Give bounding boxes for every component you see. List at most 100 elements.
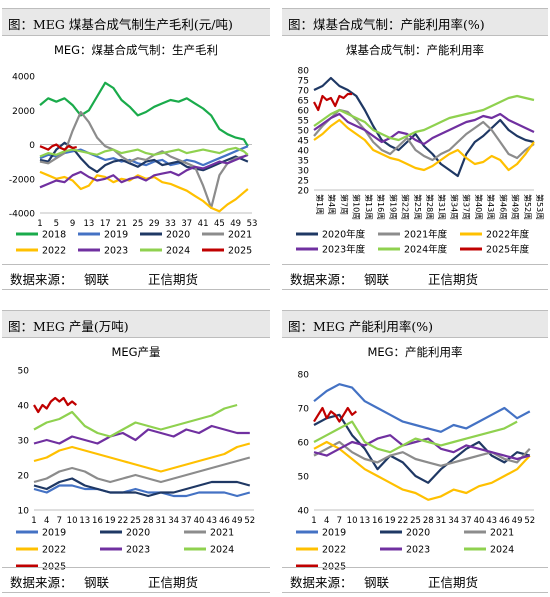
y-tick-label: 65 [298, 97, 309, 107]
y-tick-label: 70 [298, 405, 310, 415]
y-tick-label: -2000 [9, 175, 35, 185]
x-tick-label: 第37周 [462, 194, 472, 220]
series-line [39, 141, 249, 173]
meg-capacity-chart: MEG：产能利用率 40 50 60 70 80 1 4 7 10 13 16 19 22 25 28 31 34… [296, 345, 535, 573]
x-tick-label: 13 [359, 516, 370, 526]
x-tick-label: 49 [512, 516, 523, 526]
meg-capacity-panel: 图：MEG 产能利用率(%) MEG：产能利用率 40 50 60 70 80 1 4 7 10 1… [282, 310, 548, 593]
y-tick-label: 80 [298, 371, 310, 381]
y-tick-label: 50 [18, 367, 30, 377]
x-tick-label: 第31周 [437, 194, 447, 220]
source-name: 钢联 [364, 575, 390, 590]
chart-title: MEG：产能利用率 [367, 345, 462, 359]
legend-label: 2020 [166, 230, 190, 241]
legend-label: 2023 [126, 545, 150, 556]
x-tick-label: 13 [79, 516, 90, 526]
series-line [33, 424, 250, 445]
figure-title-bar: 图：煤基合成气制：产能利用率(%) [282, 8, 548, 36]
series-line [313, 108, 535, 162]
legend-label: 2025年度 [486, 244, 530, 256]
x-tick-label: 25 [410, 516, 421, 526]
figure-title: 图：MEG 产能利用率(%) [288, 319, 434, 334]
source-name: 钢联 [84, 272, 110, 287]
series-line [33, 456, 251, 484]
x-tick-label: 17 [100, 219, 111, 229]
x-tick-label: 52 [244, 516, 255, 526]
legend-label: 2019 [42, 528, 66, 539]
x-tick-label: 25 [130, 516, 141, 526]
series-line [313, 406, 357, 423]
x-tick-label: 第40周 [474, 194, 484, 220]
x-tick-label: 第49周 [511, 194, 521, 220]
series-line [33, 403, 238, 438]
y-tick-label: 60 [298, 439, 310, 449]
x-tick-label: 40 [474, 516, 485, 526]
y-tick-label: 4000 [12, 73, 35, 83]
legend-label: 2022年度 [486, 229, 530, 241]
series-line [33, 396, 78, 414]
series-line [33, 442, 251, 473]
y-tick-label: 35 [298, 157, 309, 167]
series-line [313, 76, 535, 178]
x-tick-label: 16 [372, 516, 383, 526]
legend-label: 2020 [126, 528, 150, 539]
figure-title: 图：MEG 煤基合成气制生产毛利(元/吨) [8, 17, 233, 32]
x-tick-label: 1 [31, 516, 36, 526]
x-tick-label: 37 [181, 516, 192, 526]
series-line [33, 477, 251, 498]
y-tick-label: 40 [298, 147, 310, 157]
x-tick-label: 22 [397, 516, 408, 526]
x-tick-label: 19 [105, 516, 116, 526]
chart-title: MEG产量 [111, 345, 160, 359]
x-tick-label: 1 [311, 516, 316, 526]
series-line [39, 146, 249, 158]
source-name: 钢联 [84, 575, 110, 590]
x-tick-label: 第13周 [364, 194, 374, 220]
x-tick-label: 第19周 [388, 194, 398, 220]
gross-profit-panel: 图：MEG 煤基合成气制生产毛利(元/吨) MEG：煤基合成气制：生产毛利 -40… [2, 8, 270, 290]
legend-label: 2024 [210, 545, 234, 556]
legend-label: 2022 [42, 246, 66, 257]
x-tick-label: 28 [143, 516, 154, 526]
source-label: 数据来源： [10, 575, 73, 590]
legend-label: 2021 [490, 528, 514, 539]
source-org: 正信期货 [428, 575, 479, 590]
series-line [313, 440, 531, 501]
y-tick-label: 25 [298, 177, 309, 187]
series-line [39, 110, 249, 209]
x-tick-label: 19 [385, 516, 396, 526]
y-tick-label: 75 [298, 77, 309, 87]
series-line [313, 94, 535, 142]
y-tick-label: 40 [18, 402, 30, 412]
y-tick-label: 45 [298, 137, 309, 147]
series-line [39, 81, 249, 147]
y-tick-label: 50 [298, 127, 310, 137]
legend-label: 2020 [406, 528, 430, 539]
figure-title: 图：煤基合成气制：产能利用率(%) [288, 17, 485, 32]
x-tick-label: 10 [347, 516, 358, 526]
coal-capacity-panel: 图：煤基合成气制：产能利用率(%) 煤基合成气制：产能利用率 20 25 30 35 40… [282, 8, 548, 290]
x-tick-label: 53 [247, 219, 258, 229]
x-tick-label: 4 [44, 516, 49, 526]
legend-label: 2022 [42, 545, 66, 556]
figure-title-bar: 图：MEG 煤基合成气制生产毛利(元/吨) [2, 8, 270, 36]
series-line [313, 420, 518, 454]
x-tick-label: 41 [198, 219, 209, 229]
source-bar: 数据来源： 钢联 正信期货 [282, 567, 548, 593]
x-tick-label: 25 [132, 219, 143, 229]
x-tick-label: 第34周 [449, 194, 459, 220]
series-line [39, 143, 77, 151]
legend-label: 2019 [104, 230, 128, 241]
figure-title-bar: 图：MEG 产能利用率(%) [282, 310, 548, 338]
source-bar: 数据来源： 钢联 正信期货 [2, 567, 270, 593]
x-tick-label: 第25周 [413, 194, 423, 220]
series-line [313, 383, 531, 433]
figure-title-bar: 图：MEG 产量(万吨) [2, 310, 270, 338]
legend-label: 2024年度 [404, 244, 448, 256]
x-tick-label: 第53周 [535, 194, 545, 220]
x-tick-label: 第46周 [498, 194, 508, 220]
series-line [313, 112, 535, 146]
x-tick-label: 34 [168, 516, 179, 526]
x-tick-label: 31 [156, 516, 167, 526]
